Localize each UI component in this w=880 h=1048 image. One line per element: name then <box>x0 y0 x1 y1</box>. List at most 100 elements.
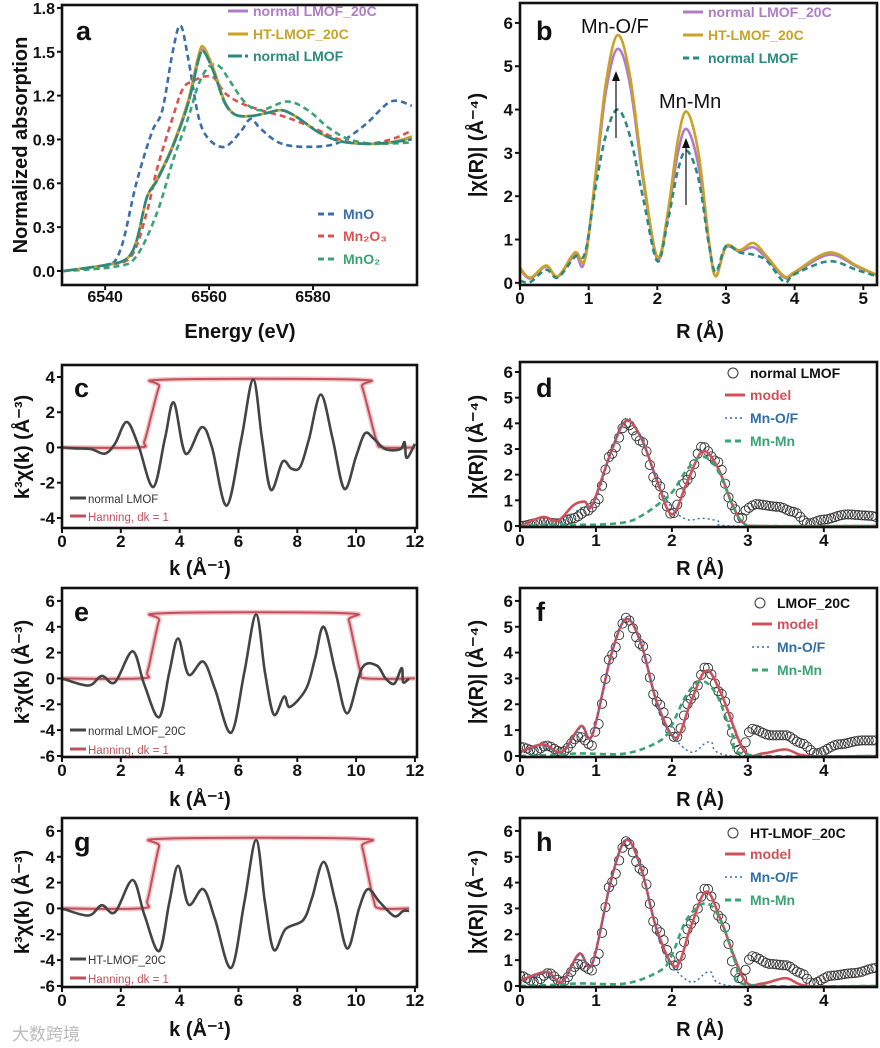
x-tick-label: 1 <box>591 531 600 550</box>
x-tick-label: 2 <box>667 991 676 1010</box>
annotation-mn-mn: Mn-Mn <box>659 91 721 113</box>
data-point <box>836 969 847 980</box>
y-axis-title: k³χ(k) (Å⁻³) <box>10 850 34 954</box>
data-point <box>702 662 714 674</box>
y-axis-title: |χ(R)| (Å⁻⁴) <box>464 620 488 724</box>
data-point <box>743 727 755 738</box>
y-tick-label: -4 <box>40 509 56 528</box>
series-line-normal-lmof <box>62 378 417 507</box>
y-tick-label: 0 <box>46 669 55 688</box>
data-point <box>849 967 861 979</box>
watermark: 大数跨境 <box>12 1025 80 1044</box>
x-tick-label: 6 <box>234 532 243 551</box>
y-tick-label: 6 <box>46 822 55 841</box>
data-point <box>767 501 778 512</box>
x-tick-label: 4 <box>819 531 829 550</box>
panel-label: d <box>536 373 553 403</box>
y-tick-label: 3 <box>504 669 513 688</box>
y-tick-label: 4 <box>504 414 514 433</box>
data-point <box>802 741 813 752</box>
legend-label: LMOF_20C <box>777 595 850 611</box>
panel-label: f <box>536 597 546 627</box>
series-line-mno <box>63 24 413 273</box>
data-point <box>795 511 806 522</box>
data-point <box>549 971 560 982</box>
x-tick-label: 2 <box>116 532 125 551</box>
data-point <box>846 968 857 979</box>
y-tick-label: 2 <box>46 403 55 422</box>
series-line-model <box>520 419 877 527</box>
data-point <box>641 446 652 457</box>
y-tick-label: 1.5 <box>33 45 55 62</box>
window-glow <box>62 835 410 912</box>
legend-label: Mn-O/F <box>750 869 799 885</box>
y-tick-label: 2 <box>504 466 513 485</box>
arrow-head-icon <box>682 138 690 148</box>
data-point <box>764 500 775 511</box>
data-point <box>846 737 857 748</box>
data-point <box>870 735 877 746</box>
data-point <box>856 735 867 746</box>
plot-area <box>520 836 877 987</box>
x-tick-label: 0 <box>57 761 66 780</box>
x-tick-label: 0 <box>515 761 524 780</box>
data-point <box>791 508 802 519</box>
x-tick-label: 4 <box>175 991 185 1010</box>
y-tick-label: 6 <box>504 592 513 611</box>
data-point <box>822 743 833 754</box>
data-point <box>706 891 717 902</box>
legend-label: model <box>750 387 791 403</box>
data-point <box>593 718 604 730</box>
data-point <box>576 732 587 743</box>
x-tick-label: 12 <box>405 991 424 1010</box>
data-point <box>798 738 809 749</box>
data-point <box>860 735 871 746</box>
legend-label: Hanning, dk = 1 <box>88 745 169 757</box>
data-point <box>870 962 877 973</box>
panel-a: 6540 6560 6580 0.0 0.3 0.6 0.9 1.2 1.5 1.8 Energy … <box>10 1 419 343</box>
data-point <box>761 729 772 740</box>
legend: HT-LMOF_20C Hanning, dk = 1 <box>70 955 169 986</box>
x-tick-label: 0 <box>515 991 524 1010</box>
y-tick-label: 4 <box>504 644 514 663</box>
x-tick-label: 12 <box>405 761 424 780</box>
panel-c: 0 2 4 6 8 10 12 -4 -2 0 2 4 k (Å⁻¹) k³χ(k) (Å⁻³) c norm… <box>10 363 424 580</box>
plot-area <box>63 24 413 273</box>
series-line-ht-lmof-20c <box>62 838 410 970</box>
data-point <box>579 735 590 746</box>
panel-label: c <box>74 373 89 403</box>
panel-label: a <box>76 16 92 46</box>
legend: normal LMOF Hanning, dk = 1 <box>70 494 169 524</box>
arrow-head-icon <box>612 71 620 81</box>
data-point <box>805 745 816 756</box>
data-point <box>576 508 587 519</box>
legend-label: MnO₂ <box>343 251 380 267</box>
data-point <box>863 735 874 746</box>
data-point <box>638 437 649 448</box>
series-line-hanning-dk-1 <box>62 836 410 910</box>
data-point <box>573 511 584 522</box>
y-tick-label: 2 <box>504 695 513 714</box>
legend-label: model <box>750 846 791 862</box>
x-tick-label: 1 <box>584 289 593 308</box>
x-tick-label: 3 <box>743 531 752 550</box>
data-point <box>812 748 823 757</box>
y-tick-label: -2 <box>40 474 55 493</box>
y-tick-label: 1 <box>504 951 513 970</box>
data-point <box>778 730 789 741</box>
legend-label: Mn₂O₃ <box>343 228 387 244</box>
data-point <box>849 509 861 520</box>
series-line-mn-o- <box>63 74 413 273</box>
x-tick-label: 0 <box>515 289 524 308</box>
x-axis-title: k (Å⁻¹) <box>169 787 231 811</box>
data-point <box>860 510 871 521</box>
data-point <box>843 737 854 749</box>
x-tick-label: 8 <box>293 761 302 780</box>
y-tick-label: 2 <box>46 874 55 893</box>
y-tick-label: 0 <box>504 977 513 996</box>
x-tick-label: 6 <box>234 991 243 1010</box>
